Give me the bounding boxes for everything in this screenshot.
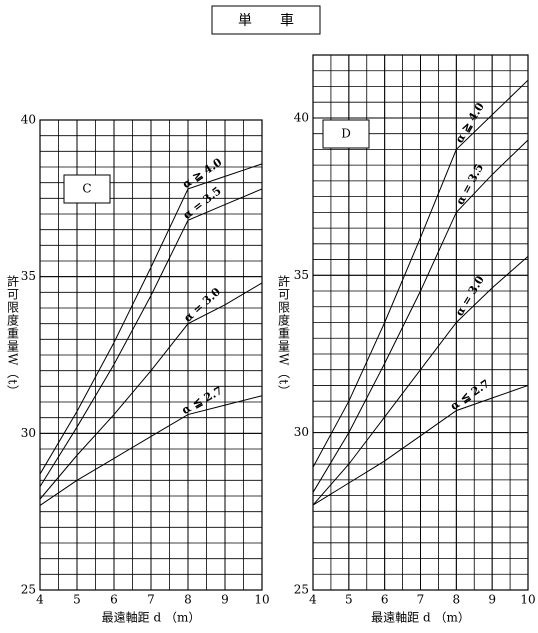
y-tick-label: 40	[294, 110, 309, 124]
series-line	[39, 163, 263, 475]
series-line	[39, 282, 263, 500]
x-tick-label: 9	[488, 593, 496, 607]
y-tick-label: 35	[21, 269, 36, 283]
series-label: α ≦ 2.7	[180, 384, 225, 417]
series-line	[312, 384, 529, 506]
x-tick-label: 7	[147, 593, 155, 607]
y-tick-label: 40	[21, 113, 36, 127]
y-tick-label: 25	[294, 583, 309, 597]
series-label: α = 3.0	[453, 273, 487, 318]
plot-frame	[312, 54, 529, 591]
x-tick-label: 5	[73, 593, 81, 607]
x-tick-label: 8	[184, 593, 192, 607]
x-axis-label: 最遠軸距 d （m）	[102, 611, 201, 625]
series-line	[312, 139, 529, 493]
x-tick-label: 4	[309, 593, 317, 607]
x-tick-label: 5	[345, 593, 353, 607]
y-tick-label: 30	[21, 426, 36, 440]
y-tick-label: 25	[21, 583, 36, 597]
y-tick-label: 35	[294, 268, 309, 282]
x-tick-label: 10	[254, 593, 269, 607]
series-label: α = 3.5	[453, 162, 486, 207]
x-tick-label: 6	[110, 593, 118, 607]
title-box	[211, 5, 321, 35]
series-label: α ≧ 4.0	[453, 100, 487, 145]
series-label: α ≧ 4.0	[180, 155, 225, 191]
plot-frame	[39, 119, 263, 591]
series-line	[39, 188, 263, 487]
x-tick-label: 7	[417, 593, 425, 607]
series-line	[39, 395, 263, 506]
panel-label: C	[82, 182, 91, 196]
y-axis-label: 許可限度重量W（t）	[6, 275, 20, 399]
x-axis-label: 最遠軸距 d （m）	[371, 611, 470, 625]
x-tick-label: 8	[453, 593, 461, 607]
y-axis-label: 許可限度重量W（t）	[277, 275, 291, 399]
x-tick-label: 6	[381, 593, 389, 607]
panel-label: D	[341, 127, 351, 141]
x-tick-label: 4	[36, 593, 44, 607]
panel-label-box	[322, 119, 370, 149]
x-tick-label: 10	[520, 593, 535, 607]
x-tick-label: 9	[221, 593, 229, 607]
panel-label-box	[63, 174, 111, 204]
chart-title: 単 車	[238, 12, 294, 29]
series-line	[312, 256, 529, 506]
y-tick-label: 30	[294, 425, 309, 439]
series-line	[312, 79, 529, 468]
series-label: α ≦ 2.7	[448, 377, 492, 413]
